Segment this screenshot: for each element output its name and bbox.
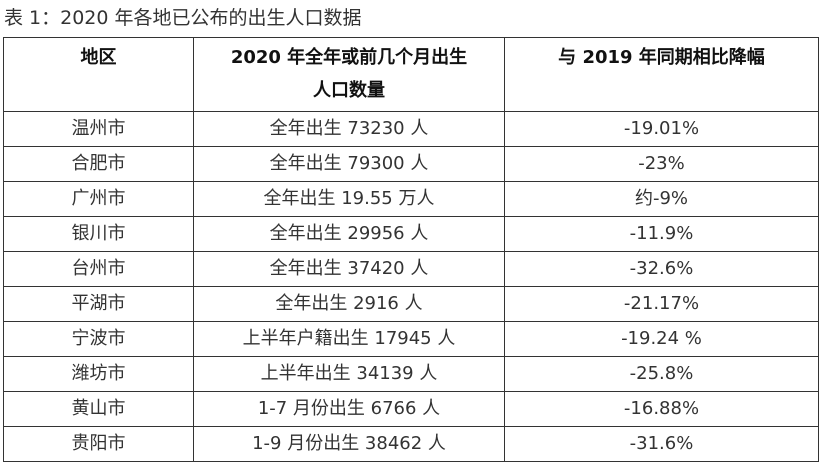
births-cell: 全年出生 73230 人 — [193, 111, 505, 147]
header-region: 地区 — [3, 37, 194, 112]
decline-cell: -21.17% — [504, 286, 819, 322]
births-cell: 全年出生 19.55 万人 — [193, 181, 505, 217]
decline-cell: -19.24 % — [504, 321, 819, 357]
decline-cell: -25.8% — [504, 356, 819, 392]
decline-cell: -11.9% — [504, 216, 819, 252]
table-row: 合肥市 全年出生 79300 人 -23% — [3, 146, 819, 182]
region-cell: 潍坊市 — [3, 356, 194, 392]
decline-cell: -31.6% — [504, 426, 819, 462]
births-cell: 全年出生 79300 人 — [193, 146, 505, 182]
header-row: 地区 2020 年全年或前几个月出生人口数量 与 2019 年同期相比降幅 — [3, 37, 819, 112]
decline-cell: -23% — [504, 146, 819, 182]
table-row: 银川市 全年出生 29956 人 -11.9% — [3, 216, 819, 252]
birth-data-table: 地区 2020 年全年或前几个月出生人口数量 与 2019 年同期相比降幅 温州… — [3, 37, 819, 462]
births-cell: 全年出生 29956 人 — [193, 216, 505, 252]
births-cell: 全年出生 2916 人 — [193, 286, 505, 322]
header-decline: 与 2019 年同期相比降幅 — [504, 37, 819, 112]
table-row: 宁波市 上半年户籍出生 17945 人 -19.24 % — [3, 321, 819, 357]
region-cell: 温州市 — [3, 111, 194, 147]
region-cell: 宁波市 — [3, 321, 194, 357]
region-cell: 广州市 — [3, 181, 194, 217]
births-cell: 上半年出生 34139 人 — [193, 356, 505, 392]
births-cell: 1-7 月份出生 6766 人 — [193, 391, 505, 427]
births-cell: 全年出生 37420 人 — [193, 251, 505, 287]
decline-cell: -32.6% — [504, 251, 819, 287]
table-row: 黄山市 1-7 月份出生 6766 人 -16.88% — [3, 391, 819, 427]
region-cell: 银川市 — [3, 216, 194, 252]
region-cell: 合肥市 — [3, 146, 194, 182]
decline-cell: -19.01% — [504, 111, 819, 147]
region-cell: 黄山市 — [3, 391, 194, 427]
region-cell: 台州市 — [3, 251, 194, 287]
region-cell: 贵阳市 — [3, 426, 194, 462]
table-row: 潍坊市 上半年出生 34139 人 -25.8% — [3, 356, 819, 392]
table-row: 温州市 全年出生 73230 人 -19.01% — [3, 111, 819, 147]
decline-cell: -16.88% — [504, 391, 819, 427]
table-caption: 表 1：2020 年各地已公布的出生人口数据 — [4, 7, 362, 29]
header-births: 2020 年全年或前几个月出生人口数量 — [193, 37, 505, 112]
births-cell: 1-9 月份出生 38462 人 — [193, 426, 505, 462]
table-row: 平湖市 全年出生 2916 人 -21.17% — [3, 286, 819, 322]
table-row: 贵阳市 1-9 月份出生 38462 人 -31.6% — [3, 426, 819, 462]
table-row: 广州市 全年出生 19.55 万人 约-9% — [3, 181, 819, 217]
births-cell: 上半年户籍出生 17945 人 — [193, 321, 505, 357]
region-cell: 平湖市 — [3, 286, 194, 322]
table-row: 台州市 全年出生 37420 人 -32.6% — [3, 251, 819, 287]
decline-cell: 约-9% — [504, 181, 819, 217]
